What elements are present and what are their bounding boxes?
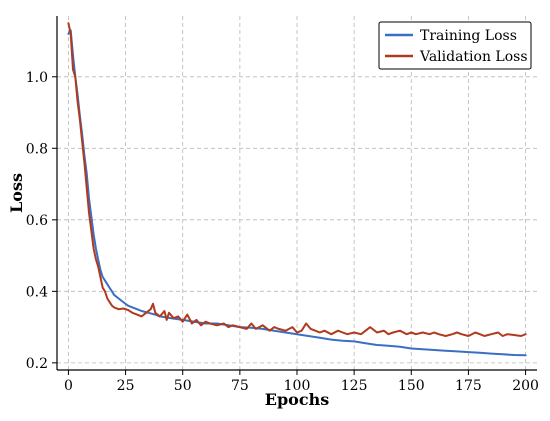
y-tick-label: 0.6 — [26, 213, 48, 229]
x-tick-label: 200 — [512, 378, 539, 394]
x-tick-label: 150 — [398, 378, 425, 394]
ticks-layer: 0 25 50 75 100 125 150 175 200 0.2 0.4 0.6 0.8 1.0 — [26, 70, 539, 394]
y-tick-label: 0.8 — [26, 141, 48, 157]
series-line-validation-loss — [67, 22, 527, 337]
x-tick-label: 25 — [117, 378, 135, 394]
grid-layer — [57, 16, 537, 370]
y-tick-label: 1.0 — [26, 70, 48, 86]
legend-label-training-loss: Training Loss — [420, 28, 517, 44]
series-layer — [67, 22, 527, 357]
legend-label-validation-loss: Validation Loss — [419, 49, 528, 65]
series-line-training-loss — [67, 29, 527, 357]
x-tick-label: 50 — [174, 378, 192, 394]
x-tick-label: 0 — [64, 378, 73, 394]
y-axis-title: Loss — [7, 173, 26, 213]
x-tick-label: 125 — [341, 378, 368, 394]
y-tick-label: 0.4 — [26, 284, 48, 300]
x-axis-title: Epochs — [265, 390, 329, 409]
legend: Training Loss Validation Loss — [378, 21, 532, 70]
x-tick-label: 75 — [231, 378, 249, 394]
legend-box — [378, 21, 532, 70]
x-tick-label: 175 — [455, 378, 482, 394]
y-tick-label: 0.2 — [26, 356, 48, 372]
x-tick-label: 100 — [284, 378, 311, 394]
